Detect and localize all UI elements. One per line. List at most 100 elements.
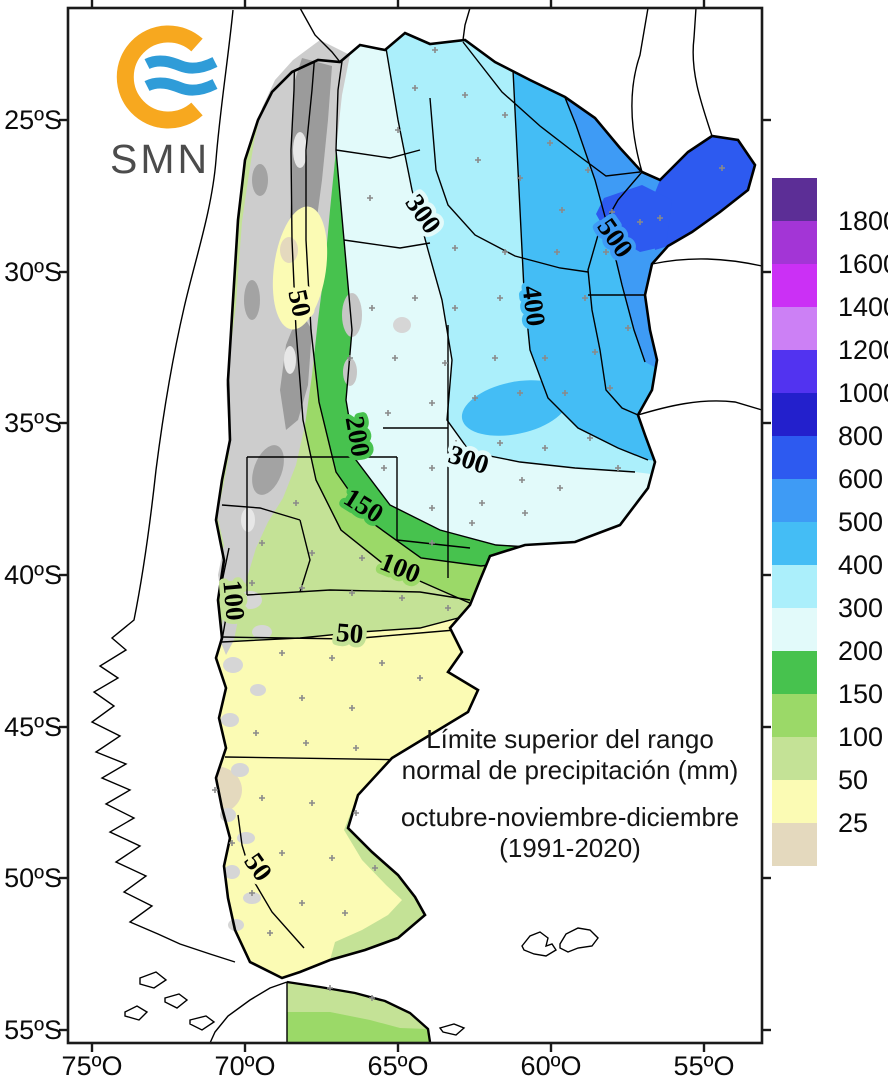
colorbar-label-1200: 1200 — [838, 335, 888, 365]
paraguay-river-border — [631, 7, 649, 173]
fill-25-50-northwest — [272, 206, 328, 330]
colorbar-label-1400: 1400 — [838, 292, 888, 322]
colorbar-label-25: 25 — [838, 808, 869, 838]
contour-lines — [221, 39, 649, 949]
colorbar — [772, 178, 817, 866]
colorbar-block-12 — [772, 694, 817, 737]
colorbar-block-9 — [772, 565, 817, 608]
terrain-snow-1 — [293, 132, 307, 168]
fill-25-50-patagonia — [216, 606, 478, 978]
chile-bolivia-border — [299, 7, 341, 63]
bolivia-paraguay-border — [462, 7, 471, 41]
colorbar-label-300: 300 — [838, 593, 884, 623]
lat-label-25s: 25ºS — [4, 105, 62, 135]
contour-200 — [335, 39, 561, 550]
colorbar-label-50: 50 — [838, 765, 869, 795]
argentina-border — [214, 31, 757, 980]
fill-50-100-coast — [330, 780, 425, 960]
fill-400-500-blob — [461, 380, 569, 436]
fill-tdf-green — [287, 1012, 430, 1042]
border-chaco — [429, 97, 589, 273]
border-rionegro-north — [246, 589, 471, 601]
map-frame — [66, 6, 764, 1045]
contour-100-west — [221, 547, 230, 641]
contour-500 — [555, 74, 646, 363]
smn-logo-ring — [116, 25, 203, 129]
colorbar-block-2 — [772, 264, 817, 307]
axis-ticks — [59, 0, 771, 1052]
annotation-gap — [368, 786, 772, 802]
contour-label-200-4: 200 — [340, 414, 377, 459]
foreign-borders — [90, 7, 763, 1044]
malvinas-east-island — [559, 927, 599, 953]
contour-150 — [305, 39, 546, 567]
annotation-title-line1: Límite superior del rango — [426, 724, 714, 754]
colorbar-label-200: 200 — [838, 636, 884, 666]
terrain-patch-d — [223, 657, 243, 673]
colorbar-block-1 — [772, 221, 817, 264]
lat-label-55s: 55ºS — [4, 1015, 62, 1045]
colorbar-label-600: 600 — [838, 464, 884, 494]
lat-label-35s: 35ºS — [4, 408, 62, 438]
colorbar-block-5 — [772, 393, 817, 436]
lon-label-65o: 65ºO — [367, 1051, 429, 1081]
chile-coastline — [90, 9, 236, 963]
terrain-snow-3 — [241, 508, 255, 532]
terrain-sierras-2 — [343, 358, 357, 386]
colorbar-block-15 — [772, 823, 817, 866]
terrain-dark-gray-2 — [280, 310, 312, 430]
colorbar-block-4 — [772, 350, 817, 393]
colorbar-label-400: 400 — [838, 550, 884, 580]
fill-600-800-corrientes — [596, 185, 672, 252]
annotation-years-line: (1991-2020) — [499, 833, 641, 863]
terrain-patch-b — [238, 591, 262, 609]
annotation-title-line2: normal de precipitación (mm) — [401, 755, 739, 785]
lon-label-75o: 75ºO — [61, 1051, 123, 1081]
terrain-patch-a — [393, 317, 411, 333]
lon-label-55o: 55ºO — [673, 1051, 735, 1081]
colorbar-block-7 — [772, 479, 817, 522]
contour-label-400-2: 400 — [517, 284, 552, 328]
contour-400 — [511, 49, 649, 461]
colorbar-block-8 — [772, 522, 817, 565]
contour-100 — [290, 39, 482, 609]
contour-label-50-9: 50 — [335, 617, 365, 649]
malvinas-west-island — [521, 931, 557, 957]
terrain-dark-gray-4 — [244, 280, 260, 320]
terrain-sierras-1 — [342, 293, 362, 337]
fill-below-25-blob — [216, 766, 242, 814]
map-frame-group — [59, 0, 771, 1052]
terrain-patch-f — [221, 713, 239, 727]
colorbar-label-100: 100 — [838, 722, 884, 752]
border-cordoba-santafe — [383, 325, 449, 578]
border-42s — [221, 629, 456, 640]
terrain-snow-2 — [284, 346, 296, 374]
lon-label-60o: 60ºO — [520, 1051, 582, 1081]
border-formosa — [462, 41, 641, 177]
terrain-patch-k — [243, 892, 261, 904]
fill-600-800-misiones — [652, 136, 755, 250]
lon-label-70o: 70ºO — [214, 1051, 276, 1081]
terrain-dark-gray-5 — [252, 164, 268, 196]
paraguay-brazil-border — [692, 7, 713, 137]
province-borders — [221, 41, 645, 761]
andes-terrain — [217, 40, 411, 931]
colorbar-label-150: 150 — [838, 679, 884, 709]
colorbar-block-10 — [772, 608, 817, 651]
border-lapampa — [246, 456, 471, 595]
chile-south-islands — [124, 971, 216, 1031]
smn-logo — [116, 25, 219, 129]
contour-300 — [384, 41, 636, 473]
terrain-patch-g — [231, 763, 249, 777]
uruguay-coast — [637, 400, 763, 416]
smn-logo-waves — [144, 55, 218, 96]
colorbar-label-1000: 1000 — [838, 378, 888, 408]
tdf-coast — [286, 980, 432, 1043]
colorbar-block-0 — [772, 178, 817, 221]
map-annotation: Límite superior del rango normal de prec… — [368, 724, 772, 864]
tierra-del-fuego — [286, 980, 432, 1043]
annotation-period-line: octubre-noviembre-diciembre — [400, 802, 740, 832]
isla-de-los-estados — [438, 1023, 466, 1036]
